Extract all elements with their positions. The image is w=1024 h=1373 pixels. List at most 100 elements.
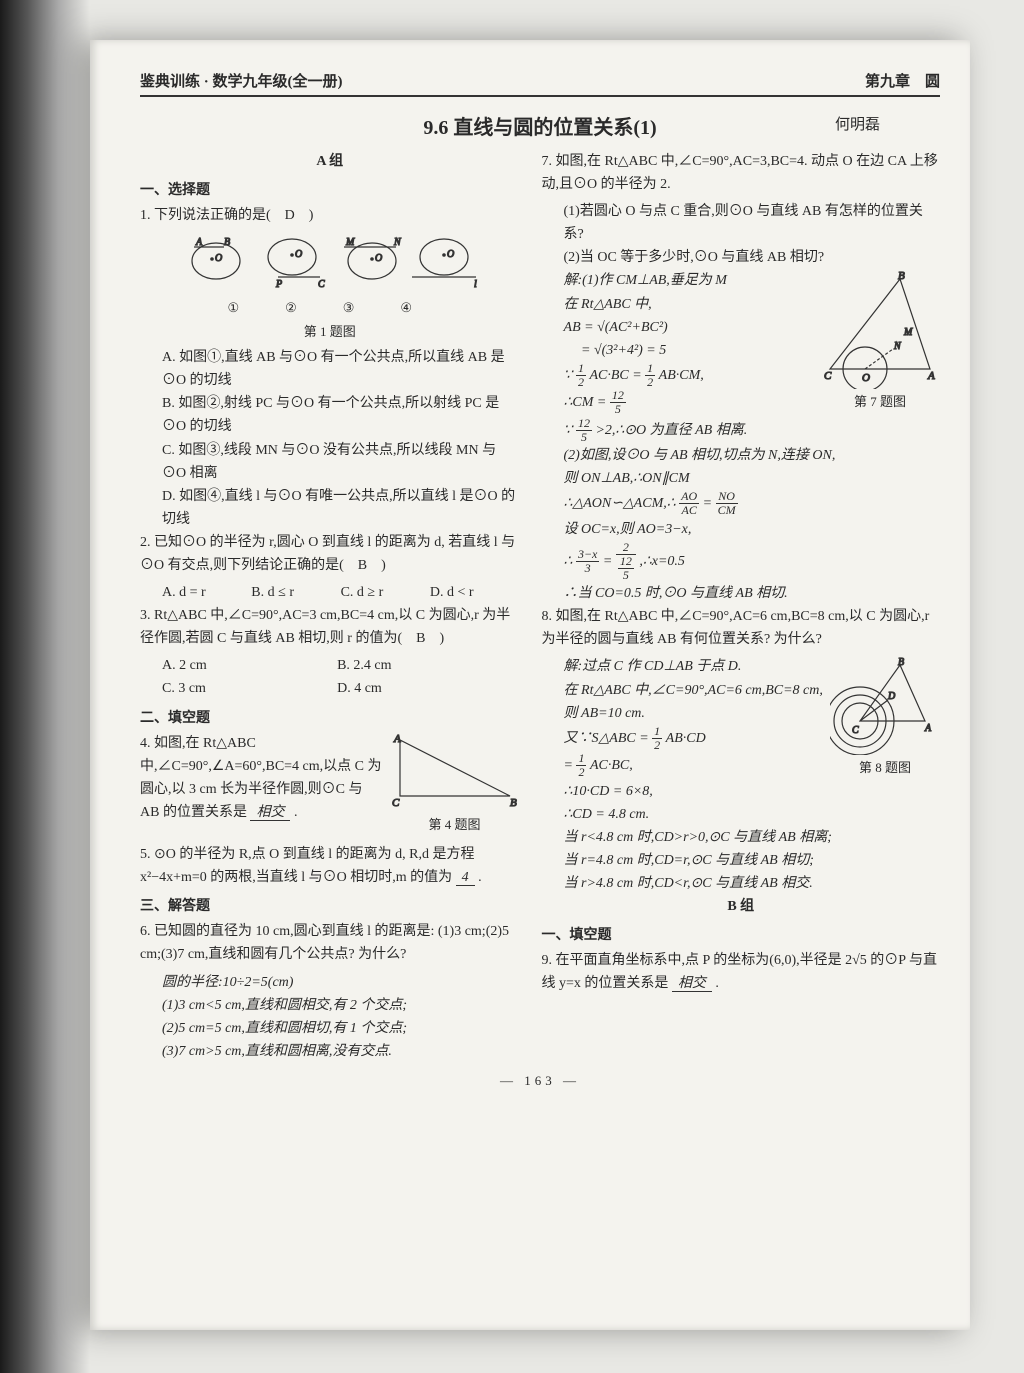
- half-n2: 1: [645, 362, 655, 376]
- q1-caption: 第 1 题图: [140, 321, 520, 342]
- q1-optC: C. 如图③,线段 MN 与⊙O 没有公共点,所以线段 MN 与⊙O 相离: [140, 439, 520, 485]
- q3-A: A. 2 cm: [162, 654, 334, 677]
- section-3: 三、解答题: [140, 895, 520, 918]
- q4-figure: A C B 第 4 题图: [390, 732, 520, 839]
- q2-C: C. d ≥ r: [341, 581, 427, 604]
- svg-text:O: O: [862, 372, 870, 384]
- svg-text:B: B: [224, 237, 230, 248]
- q3-D: D. 4 cm: [337, 677, 509, 700]
- half-d: 2: [576, 376, 586, 389]
- q5-stem: 5. ⊙O 的半径为 R,点 O 到直线 l 的距离为 d, R,d 是方程 x…: [140, 847, 475, 885]
- svg-text:O: O: [295, 249, 302, 260]
- q9-stem: 9. 在平面直角坐标系中,点 P 的坐标为(6,0),半径是 2√5 的⊙P 与…: [542, 953, 938, 991]
- q7-s5: ∴CM =: [564, 395, 610, 410]
- cm-d: 5: [610, 403, 626, 416]
- q8-s9: 当 r>4.8 cm 时,CD<r,⊙C 与直线 AB 相交.: [542, 872, 940, 895]
- svg-text:O: O: [215, 253, 222, 264]
- q8-s6: ∴CD = 4.8 cm.: [542, 803, 940, 826]
- q3-C: C. 3 cm: [162, 677, 334, 700]
- q8-s4b: AC·BC,: [590, 758, 633, 773]
- q6-s0: 圆的半径:10÷2=5(cm): [140, 971, 520, 994]
- group-b-label: B 组: [542, 895, 940, 918]
- group-a-label: A 组: [140, 150, 520, 173]
- half-n: 1: [576, 362, 586, 376]
- svg-text:P: P: [275, 279, 282, 290]
- q1-figure: A B O O P C M N: [140, 231, 520, 342]
- q7-s7: (2)如图,设⊙O 与 AB 相切,切点为 N,连接 ON,: [542, 444, 940, 467]
- e2n: 2: [616, 541, 636, 555]
- q7-s4post: AB·CM,: [659, 368, 704, 383]
- svg-text:O: O: [447, 249, 454, 260]
- svg-text:A: A: [195, 237, 203, 248]
- q7-s4mid: AC·BC =: [589, 368, 641, 383]
- q8-s4a: =: [564, 758, 577, 773]
- cm: CM: [716, 504, 738, 517]
- section-4: 一、填空题: [542, 924, 940, 947]
- q7-figure: C O A B M N 第 7 题图: [820, 269, 940, 416]
- svg-text:M: M: [903, 327, 913, 338]
- half-n3: 1: [652, 725, 662, 739]
- q5-ans: 4: [456, 870, 475, 886]
- q2-D: D. d < r: [430, 581, 516, 604]
- svg-text:l: l: [474, 279, 477, 290]
- svg-text:N: N: [393, 237, 402, 248]
- q6-s1: (1)3 cm<5 cm,直线和圆相交,有 2 个交点;: [140, 994, 520, 1017]
- q7-s11b: ,∴x=0.5: [639, 554, 685, 569]
- half-d3: 2: [652, 739, 662, 752]
- svg-text:A: A: [927, 370, 935, 382]
- q3-B: B. 2.4 cm: [337, 654, 509, 677]
- q8-s5: ∴10·CD = 6×8,: [542, 780, 940, 803]
- svg-text:O: O: [375, 253, 382, 264]
- q4-ans: 相交: [250, 805, 290, 821]
- svg-text:M: M: [345, 237, 355, 248]
- q1-stem: 1. 下列说法正确的是( D ): [140, 204, 520, 227]
- q7-stem: 7. 如图,在 Rt△ABC 中,∠C=90°,AC=3,BC=4. 动点 O …: [542, 150, 940, 196]
- svg-text:A: A: [393, 733, 401, 745]
- q7-caption: 第 7 题图: [820, 391, 940, 412]
- fig-label-1: ①: [227, 300, 285, 315]
- q4-caption: 第 4 题图: [390, 814, 520, 835]
- title-num: 9.6: [423, 117, 448, 139]
- cm2-n: 12: [576, 417, 592, 431]
- q3-stem: 3. Rt△ABC 中,∠C=90°,AC=3 cm,BC=4 cm,以 C 为…: [140, 604, 520, 650]
- q7-s6: >2,∴⊙O 为直径 AB 相离.: [595, 423, 747, 438]
- header-left: 鉴典训练 · 数学九年级(全一册): [140, 70, 343, 91]
- q7-s11a: ∴: [564, 554, 573, 569]
- q2-B: B. d ≤ r: [251, 581, 337, 604]
- section-1: 一、选择题: [140, 179, 520, 202]
- q7-s9: ∴△AON∽△ACM,∴: [564, 496, 676, 511]
- q8-s3b: AB·CD: [666, 731, 706, 746]
- q8-caption: 第 8 题图: [830, 757, 940, 778]
- q6-stem: 6. 已知圆的直径为 10 cm,圆心到直线 l 的距离是: (1)3 cm;(…: [140, 920, 520, 966]
- fig-label-4: ④: [400, 300, 458, 315]
- half-d2: 2: [645, 376, 655, 389]
- ac: AC: [679, 504, 699, 517]
- q8-figure: C A B D 第 8 题图: [830, 655, 940, 782]
- right-column: 7. 如图,在 Rt△ABC 中,∠C=90°,AC=3,BC=4. 动点 O …: [542, 150, 940, 1063]
- e2d: 125: [616, 555, 636, 582]
- svg-text:B: B: [898, 657, 904, 668]
- fig-label-3: ③: [343, 300, 401, 315]
- svg-text:C: C: [852, 725, 859, 736]
- svg-text:D: D: [887, 691, 896, 702]
- q9-ans: 相交: [672, 976, 712, 992]
- half-d4: 2: [576, 766, 586, 779]
- q2-A: A. d = r: [162, 581, 248, 604]
- svg-text:B: B: [510, 797, 517, 809]
- q1-optB: B. 如图②,射线 PC 与⊙O 有一个公共点,所以射线 PC 是⊙O 的切线: [140, 392, 520, 438]
- svg-text:N: N: [893, 341, 902, 352]
- header-right: 第九章 圆: [865, 70, 940, 91]
- svg-text:B: B: [898, 270, 905, 282]
- q7-s12: ∴当 CO=0.5 时,⊙O 与直线 AB 相切.: [542, 582, 940, 605]
- q1-optA: A. 如图①,直线 AB 与⊙O 有一个公共点,所以直线 AB 是⊙O 的切线: [140, 346, 520, 392]
- left-column: A 组 一、选择题 1. 下列说法正确的是( D ) A B O O: [140, 150, 520, 1063]
- q8-s3a: 又∵S△ABC =: [564, 731, 653, 746]
- svg-text:C: C: [318, 279, 325, 290]
- no: NO: [716, 490, 738, 504]
- q7-s8: 则 ON⊥AB,∴ON∥CM: [542, 467, 940, 490]
- cm-n: 12: [610, 389, 626, 403]
- svg-text:C: C: [824, 370, 832, 382]
- q7-s10: 设 OC=x,则 AO=3−x,: [542, 518, 940, 541]
- ao: AO: [679, 490, 699, 504]
- cm2-d: 5: [576, 431, 592, 444]
